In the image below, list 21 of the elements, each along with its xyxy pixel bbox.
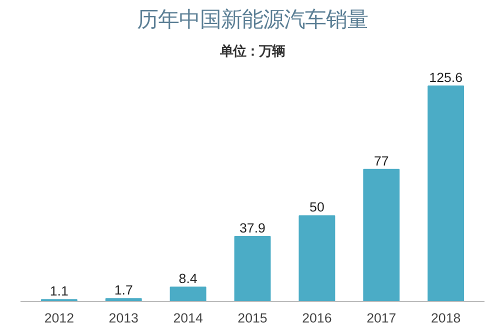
bar xyxy=(428,86,464,302)
x-tick-label: 2016 xyxy=(302,310,332,325)
chart-title: 历年中国新能源汽车销量 xyxy=(137,8,368,32)
bar xyxy=(363,168,400,302)
x-tick-label: 2012 xyxy=(44,310,74,325)
data-label: 1.7 xyxy=(114,282,133,298)
x-tick-label: 2014 xyxy=(173,310,204,325)
x-tick-label: 2018 xyxy=(431,310,461,325)
data-label: 8.4 xyxy=(178,271,198,286)
bar xyxy=(170,286,206,302)
data-label: 50 xyxy=(310,200,324,215)
x-tick-label: 2013 xyxy=(108,310,138,325)
chart-subtitle: 单位：万辆 xyxy=(219,44,285,60)
data-label: 37.9 xyxy=(240,220,266,236)
x-tick-label: 2017 xyxy=(366,310,396,325)
bar xyxy=(298,215,336,302)
bar xyxy=(234,236,271,302)
data-label: 1.1 xyxy=(50,284,68,299)
x-tick-label: 2015 xyxy=(238,310,268,325)
data-label: 77 xyxy=(374,153,389,168)
data-label: 125.6 xyxy=(429,70,463,86)
